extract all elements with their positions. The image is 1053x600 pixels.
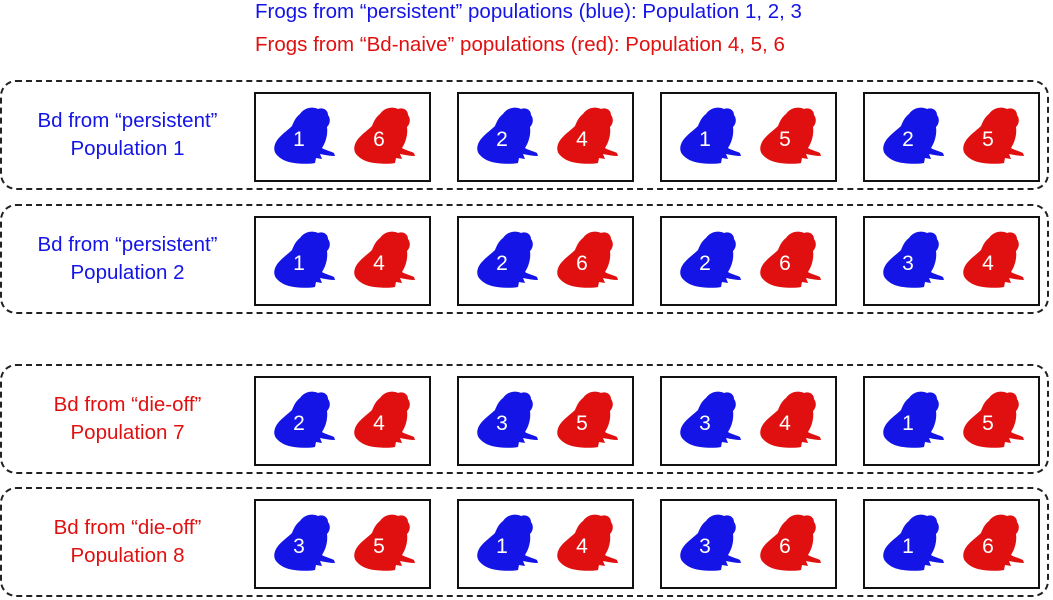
red-frog-icon: 4 [350, 230, 416, 292]
bd-population-label: Population 8 [70, 544, 185, 567]
frog-population-number: 1 [293, 252, 305, 275]
frog-population-number: 6 [779, 252, 791, 275]
frog-population-number: 5 [373, 535, 385, 558]
frog-population-number: 5 [982, 128, 994, 151]
frog-population-number: 6 [576, 252, 588, 275]
red-frog-icon: 4 [553, 513, 619, 575]
red-frog-icon: 5 [959, 106, 1025, 168]
red-frog-icon: 6 [959, 513, 1025, 575]
blue-frog-icon: 3 [879, 230, 945, 292]
frog-population-number: 3 [699, 412, 711, 435]
frog-population-number: 3 [496, 412, 508, 435]
blue-frog-icon: 2 [676, 230, 742, 292]
frog-population-number: 3 [699, 535, 711, 558]
frog-population-number: 4 [373, 252, 385, 275]
frog-population-number: 1 [293, 128, 305, 151]
red-frog-icon: 5 [959, 390, 1025, 452]
red-frog-icon: 4 [553, 106, 619, 168]
frog-population-number: 6 [373, 128, 385, 151]
red-frog-icon: 4 [959, 230, 1025, 292]
bd-source-label: Bd from “persistent” [37, 109, 218, 132]
blue-frog-icon: 3 [676, 513, 742, 575]
red-frog-icon: 5 [756, 106, 822, 168]
bd-population-label: Population 2 [70, 261, 185, 284]
red-frog-icon: 4 [350, 390, 416, 452]
frog-population-number: 6 [779, 535, 791, 558]
group-label: Bd from “persistent” Population 1 [4, 82, 251, 188]
blue-frog-icon: 1 [473, 513, 539, 575]
bd-population-label: Population 7 [70, 421, 185, 444]
blue-frog-icon: 1 [676, 106, 742, 168]
red-frog-icon: 6 [350, 106, 416, 168]
frog-population-number: 3 [902, 252, 914, 275]
frog-population-number: 1 [902, 535, 914, 558]
bd-source-label: Bd from “persistent” [37, 233, 218, 256]
red-frog-icon: 4 [756, 390, 822, 452]
frog-population-number: 2 [293, 412, 305, 435]
blue-frog-icon: 2 [270, 390, 336, 452]
bd-source-label: Bd from “die-off” [53, 516, 202, 539]
frog-population-number: 1 [902, 412, 914, 435]
blue-frog-icon: 1 [879, 390, 945, 452]
frog-population-number: 5 [576, 412, 588, 435]
frog-population-number: 4 [576, 128, 588, 151]
legend-persistent-frogs: Frogs from “persistent” populations (blu… [255, 0, 802, 23]
legend-naive-frogs: Frogs from “Bd-naive” populations (red):… [255, 33, 785, 56]
frog-population-number: 4 [373, 412, 385, 435]
frog-population-number: 5 [982, 412, 994, 435]
red-frog-icon: 6 [756, 230, 822, 292]
frog-population-number: 1 [496, 535, 508, 558]
red-frog-icon: 6 [553, 230, 619, 292]
frog-population-number: 4 [779, 412, 791, 435]
red-frog-icon: 6 [756, 513, 822, 575]
frog-population-number: 5 [779, 128, 791, 151]
blue-frog-icon: 2 [473, 230, 539, 292]
blue-frog-icon: 2 [879, 106, 945, 168]
blue-frog-icon: 3 [270, 513, 336, 575]
frog-population-number: 3 [293, 535, 305, 558]
frog-population-number: 2 [699, 252, 711, 275]
blue-frog-icon: 3 [473, 390, 539, 452]
red-frog-icon: 5 [553, 390, 619, 452]
frog-population-number: 2 [902, 128, 914, 151]
frog-population-number: 1 [699, 128, 711, 151]
frog-population-number: 6 [982, 535, 994, 558]
group-label: Bd from “die-off” Population 8 [4, 489, 251, 595]
blue-frog-icon: 1 [270, 230, 336, 292]
group-label: Bd from “die-off” Population 7 [4, 366, 251, 472]
blue-frog-icon: 1 [879, 513, 945, 575]
red-frog-icon: 5 [350, 513, 416, 575]
bd-population-label: Population 1 [70, 137, 185, 160]
frog-population-number: 2 [496, 252, 508, 275]
blue-frog-icon: 2 [473, 106, 539, 168]
blue-frog-icon: 1 [270, 106, 336, 168]
frog-population-number: 4 [576, 535, 588, 558]
group-label: Bd from “persistent” Population 2 [4, 206, 251, 312]
frog-population-number: 2 [496, 128, 508, 151]
blue-frog-icon: 3 [676, 390, 742, 452]
bd-source-label: Bd from “die-off” [53, 393, 202, 416]
frog-population-number: 4 [982, 252, 994, 275]
